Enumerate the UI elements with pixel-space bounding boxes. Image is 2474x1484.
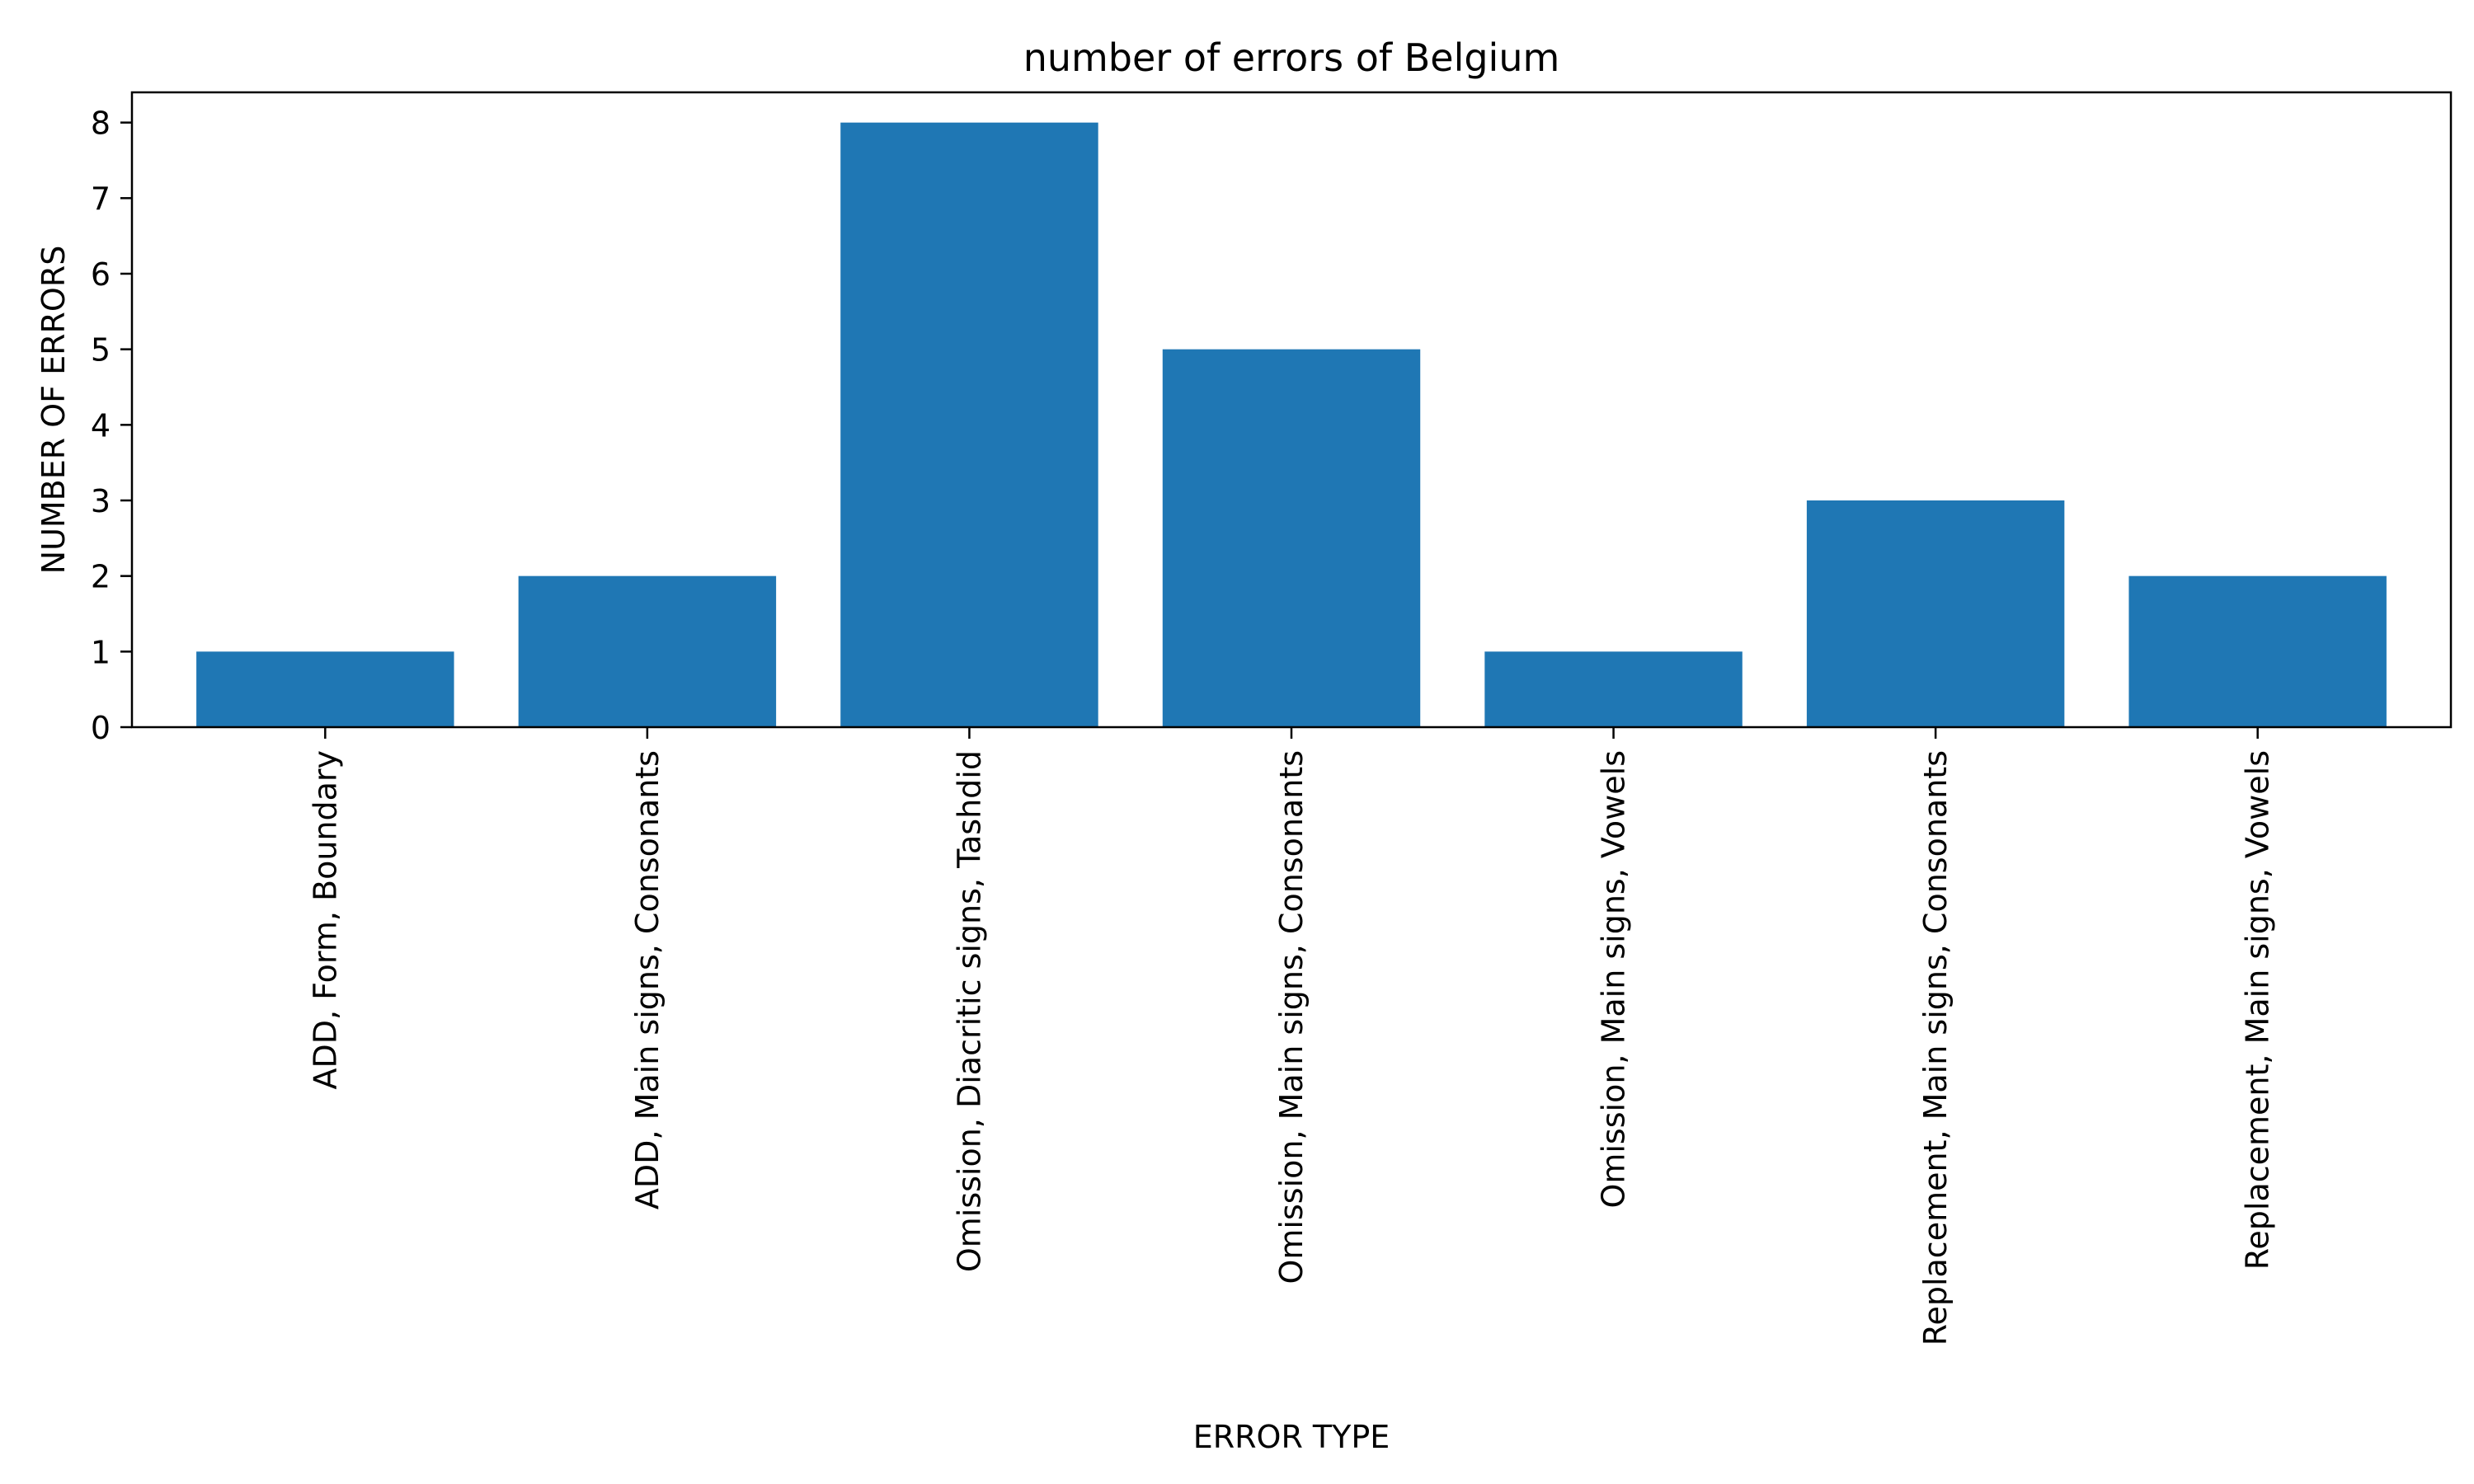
y-tick-label: 1: [91, 634, 111, 670]
x-tick-label: ADD, Form, Boundary: [307, 750, 343, 1090]
x-tick-label: Replacement, Main signs, Vowels: [2240, 750, 2276, 1270]
x-tick-label: Omission, Main signs, Vowels: [1596, 750, 1632, 1209]
bar-5: [1484, 651, 1743, 727]
bar-4: [1162, 349, 1421, 727]
y-tick-label: 0: [91, 710, 111, 746]
x-tick-label: Replacement, Main signs, Consonants: [1917, 750, 1954, 1345]
y-tick-label: 8: [91, 106, 111, 142]
y-tick-label: 6: [91, 256, 111, 293]
bar-2: [518, 575, 777, 727]
y-axis-title: NUMBER OF ERRORS: [35, 246, 72, 575]
x-axis-title: ERROR TYPE: [1193, 1419, 1390, 1455]
x-tick-label: ADD, Main signs, Consonants: [629, 750, 666, 1209]
bar-6: [1806, 500, 2065, 727]
y-tick-label: 3: [91, 483, 111, 519]
chart-title: number of errors of Belgium: [1023, 35, 1560, 80]
x-tick-label: Omission, Diacritic signs, Tashdid: [951, 750, 987, 1272]
x-axis-ticks: ADD, Form, Boundary ADD, Main signs, Cons…: [307, 727, 2276, 1345]
bar-7: [2128, 575, 2387, 727]
y-tick-label: 7: [91, 181, 111, 217]
bar-3: [840, 122, 1098, 727]
y-axis-ticks: 0 1 2 3 4 5 6 7 8: [91, 106, 132, 746]
x-tick-label: Omission, Main signs, Consonants: [1273, 750, 1310, 1284]
bars-group: [196, 122, 2387, 727]
bar-1: [196, 651, 454, 727]
plot-frame: [130, 91, 2453, 729]
y-tick-label: 4: [91, 407, 111, 444]
y-tick-label: 5: [91, 332, 111, 369]
y-tick-label: 2: [91, 559, 111, 595]
